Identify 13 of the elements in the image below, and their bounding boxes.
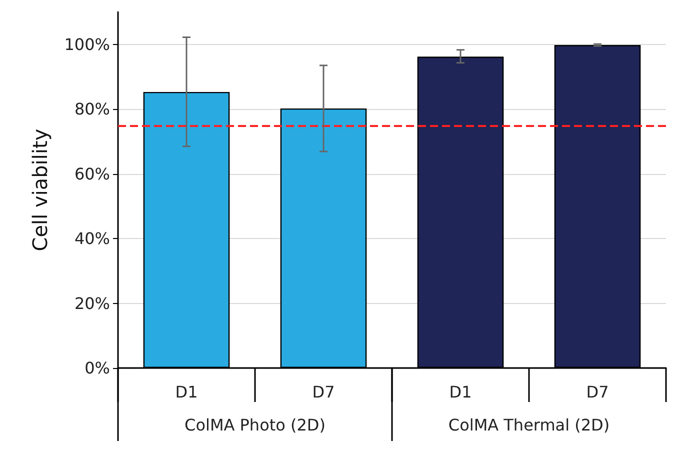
y-tick-label: 40%: [74, 229, 110, 248]
y-tick-label: 80%: [74, 100, 110, 119]
text: ColMA Photo (2D): [184, 416, 326, 434]
x-tick-label: D7: [312, 382, 335, 402]
y-tick-label: 0%: [84, 358, 110, 378]
y-tick-label: 100%: [64, 34, 110, 54]
x-tick-label: D1: [449, 382, 472, 402]
y-axis-title: Cell viability: [28, 128, 52, 252]
y-tick-label: 20%: [74, 294, 110, 313]
x-tick-label: D7: [586, 382, 609, 402]
x-tick-label: D1: [175, 382, 198, 402]
y-tick-label: 60%: [74, 164, 110, 184]
text: ColMA Thermal (2D): [448, 416, 610, 434]
